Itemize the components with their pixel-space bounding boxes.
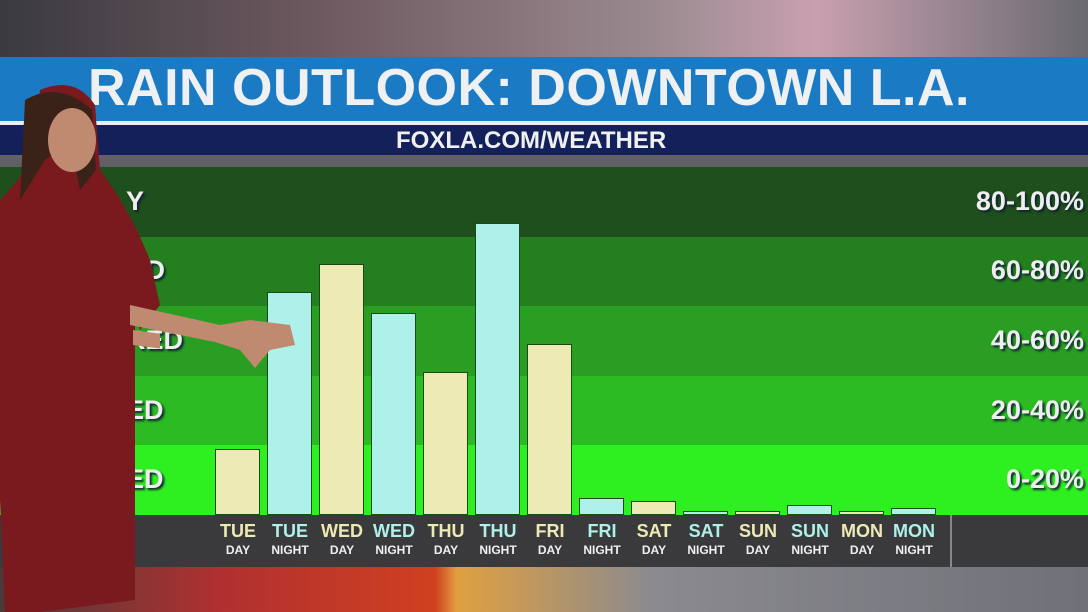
x-tick-day: SAT [688,521,724,541]
x-tick-day: FRI [587,521,617,541]
x-tick-period: NIGHT [375,543,413,557]
x-tick-label: SUN NIGHT [784,521,836,557]
bar-tue-day [215,448,260,515]
x-tick-day: MON [841,521,883,541]
x-tick-period: NIGHT [687,543,725,557]
axis-bar-end [952,515,1088,567]
subtitle: FOXLA.COM/WEATHER [396,127,667,154]
bar-sun-day [735,511,780,515]
title-bar [0,57,1088,121]
x-tick-day: SAT [636,521,672,541]
x-tick-period: DAY [641,543,667,557]
x-tick-day: WED [373,521,415,541]
x-tick-period: DAY [537,543,563,557]
x-tick-period: DAY [433,543,459,557]
x-tick-label: TUE DAY [212,521,264,557]
x-tick-day: THU [479,521,517,541]
bar-mon-night [891,508,936,515]
bar-thu-day [423,372,468,515]
bar-wed-night [371,313,416,515]
x-tick-day: THU [427,521,465,541]
x-tick-label: TUE NIGHT [264,521,316,557]
x-tick-period: DAY [329,543,355,557]
x-tick-label: FRI DAY [524,521,576,557]
bar-fri-night [579,497,624,515]
bar-mon-day [839,511,884,515]
x-tick-day: WED [321,521,363,541]
x-tick-day: MON [893,521,935,541]
band-80-100% [0,167,1088,238]
band-category-label: Y [126,185,145,216]
band-range-label: 40-60% [990,325,1084,355]
bar-thu-night [475,222,520,515]
x-tick-label: FRI NIGHT [576,521,628,557]
x-tick-label: SAT DAY [628,521,680,557]
x-tick-label: SUN DAY [732,521,784,557]
background-bottom [0,567,1088,612]
band-range-label: 20-40% [990,394,1084,425]
bar-sun-night [787,504,832,515]
bar-fri-day [527,344,572,515]
band-range-label: 60-80% [990,255,1084,286]
presenter-arm [130,305,295,368]
x-tick-period: NIGHT [791,543,829,557]
band-range-label: 0-20% [1005,464,1084,495]
bar-wed-day [319,264,364,515]
presenter [0,85,160,612]
x-tick-period: DAY [849,543,875,557]
x-tick-label: THU DAY [420,521,472,557]
x-tick-label: WED NIGHT [368,521,420,557]
x-tick-day: FRI [535,521,565,541]
x-tick-day: SUN [738,521,777,541]
x-tick-period: NIGHT [479,543,517,557]
x-tick-period: DAY [225,543,251,557]
x-tick-label: MON NIGHT [888,521,940,557]
x-tick-period: NIGHT [895,543,933,557]
x-tick-label: SAT NIGHT [680,521,732,557]
bar-sat-night [683,511,728,515]
x-tick-day: TUE [272,521,308,541]
x-tick-label: MON DAY [836,521,888,557]
page-title: RAIN OUTLOOK: DOWNTOWN L.A. [88,59,970,117]
bar-sat-day [631,501,676,515]
band-60-80% [0,236,1088,307]
x-tick-period: NIGHT [583,543,621,557]
x-tick-period: NIGHT [271,543,309,557]
subtitle-bar [0,125,1088,155]
background-top [0,0,1088,57]
x-tick-label: WED DAY [316,521,368,557]
band-range-label: 80-100% [975,185,1084,216]
divider [0,121,1088,125]
x-tick-period: DAY [745,543,771,557]
x-axis-bar [0,515,952,567]
x-tick-day: SUN [790,521,829,541]
x-tick-label: THU NIGHT [472,521,524,557]
x-tick-day: TUE [220,521,256,541]
